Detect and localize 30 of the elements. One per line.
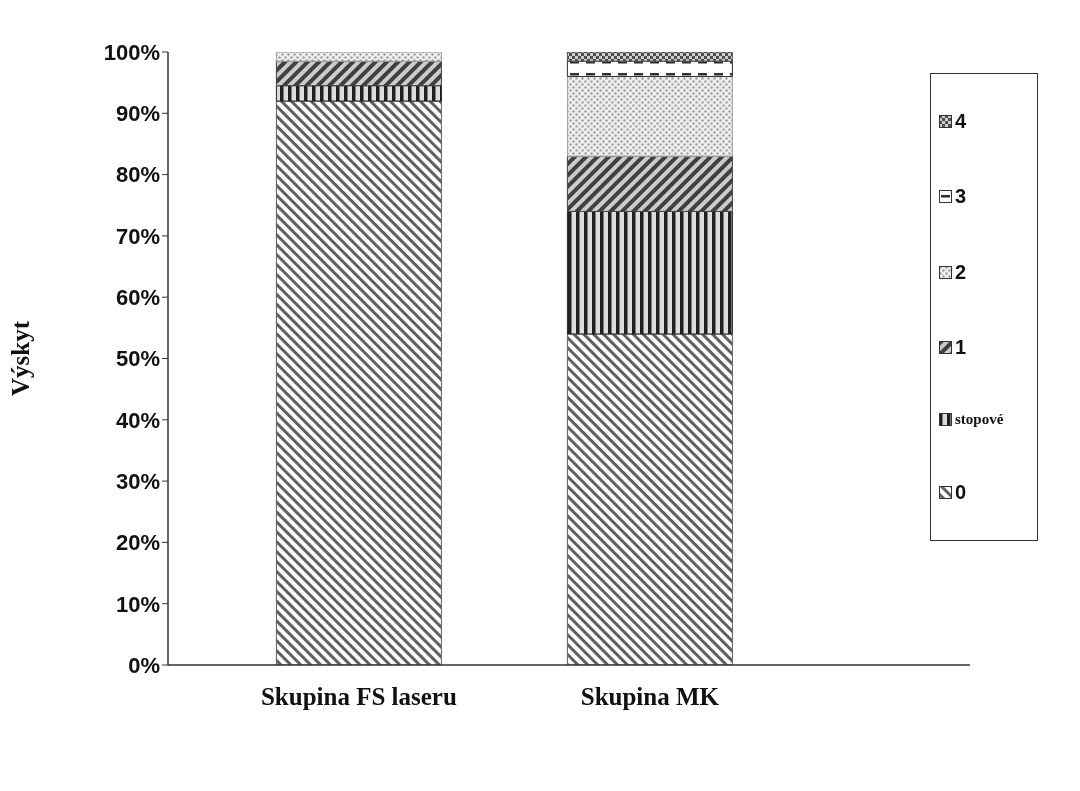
y-tick-label: 50%: [115, 346, 160, 372]
y-tick-label: 40%: [115, 407, 160, 433]
y-tick-label: 100%: [103, 39, 160, 65]
y-axis-title: Výskyt: [6, 320, 34, 397]
legend-label: 3: [955, 185, 967, 209]
bar: [566, 76, 733, 157]
y-tick-label: 80%: [115, 162, 160, 188]
legend-label: stopové: [955, 411, 1004, 429]
bar: [566, 52, 733, 62]
y-tick-label: 20%: [115, 530, 160, 556]
bar: [275, 52, 442, 62]
bar: [566, 155, 733, 212]
y-tick-label: 30%: [115, 468, 160, 494]
bar: [275, 60, 442, 87]
y-tick-label: 90%: [115, 101, 160, 127]
x-tick-label: Skupina MK: [580, 682, 720, 710]
y-tick-label: 10%: [115, 591, 160, 617]
y-tick-label: 70%: [115, 223, 160, 249]
bar: [566, 60, 733, 78]
legend-label: 0: [955, 480, 967, 504]
bar: [566, 210, 733, 335]
bar: [566, 333, 733, 665]
x-tick-label: Skupina FS laseru: [260, 682, 457, 710]
bar: [275, 100, 442, 665]
legend-label: 2: [955, 260, 967, 284]
legend-label: 1: [955, 336, 967, 360]
bar: [275, 85, 442, 102]
y-tick-label: 60%: [115, 285, 160, 311]
legend-label: 4: [955, 110, 967, 134]
y-tick-label: 0%: [128, 652, 160, 678]
